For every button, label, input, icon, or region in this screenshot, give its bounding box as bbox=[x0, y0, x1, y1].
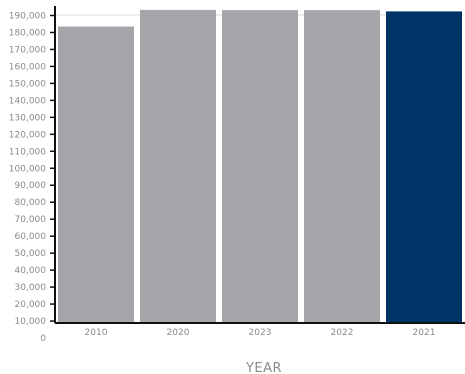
y-tick-label: 10,000 bbox=[15, 317, 47, 327]
x-axis-title: YEAR bbox=[245, 361, 282, 374]
y-tick-label: 20,000 bbox=[15, 300, 47, 310]
x-tick-label: 2023 bbox=[249, 328, 272, 338]
x-tick-label: 2022 bbox=[331, 328, 354, 338]
y-tick-label: 120,000 bbox=[9, 130, 46, 140]
x-tick-label: 2010 bbox=[85, 328, 108, 338]
y-tick-label: 130,000 bbox=[9, 113, 46, 123]
y-tick-label: 60,000 bbox=[15, 232, 47, 242]
y-tick-label: 140,000 bbox=[9, 96, 46, 106]
y-tick-label: 110,000 bbox=[9, 147, 46, 157]
y-tick-label: 170,000 bbox=[9, 45, 46, 55]
y-tick-label: 40,000 bbox=[15, 266, 47, 276]
y-tick-label: 90,000 bbox=[15, 181, 47, 191]
y-tick-label: 0 bbox=[40, 334, 46, 344]
y-tick-label: 80,000 bbox=[15, 198, 47, 208]
y-tick-label: 180,000 bbox=[9, 29, 46, 39]
bar-2022 bbox=[304, 10, 380, 323]
bar-2020 bbox=[140, 9, 216, 324]
y-tick-label: 30,000 bbox=[15, 283, 47, 293]
x-axis: 2010 2020 2023 2022 2021 bbox=[55, 322, 465, 338]
y-tick-label: 100,000 bbox=[9, 164, 46, 174]
y-axis: 0 10,000 20,000 30,000 40,000 50,000 60,000 70,… bbox=[9, 6, 56, 344]
bar-2023 bbox=[222, 10, 298, 323]
bars bbox=[58, 9, 462, 324]
y-tick-label: 70,000 bbox=[15, 215, 47, 225]
x-tick-label: 2020 bbox=[167, 328, 190, 338]
bar-2021 bbox=[386, 11, 462, 324]
y-tick-label: 150,000 bbox=[9, 79, 46, 89]
y-tick-label: 190,000 bbox=[9, 12, 46, 22]
y-tick-label: 50,000 bbox=[15, 249, 47, 259]
x-tick-label: 2021 bbox=[413, 328, 436, 338]
bar-2010 bbox=[58, 26, 134, 323]
y-tick-label: 160,000 bbox=[9, 62, 46, 72]
